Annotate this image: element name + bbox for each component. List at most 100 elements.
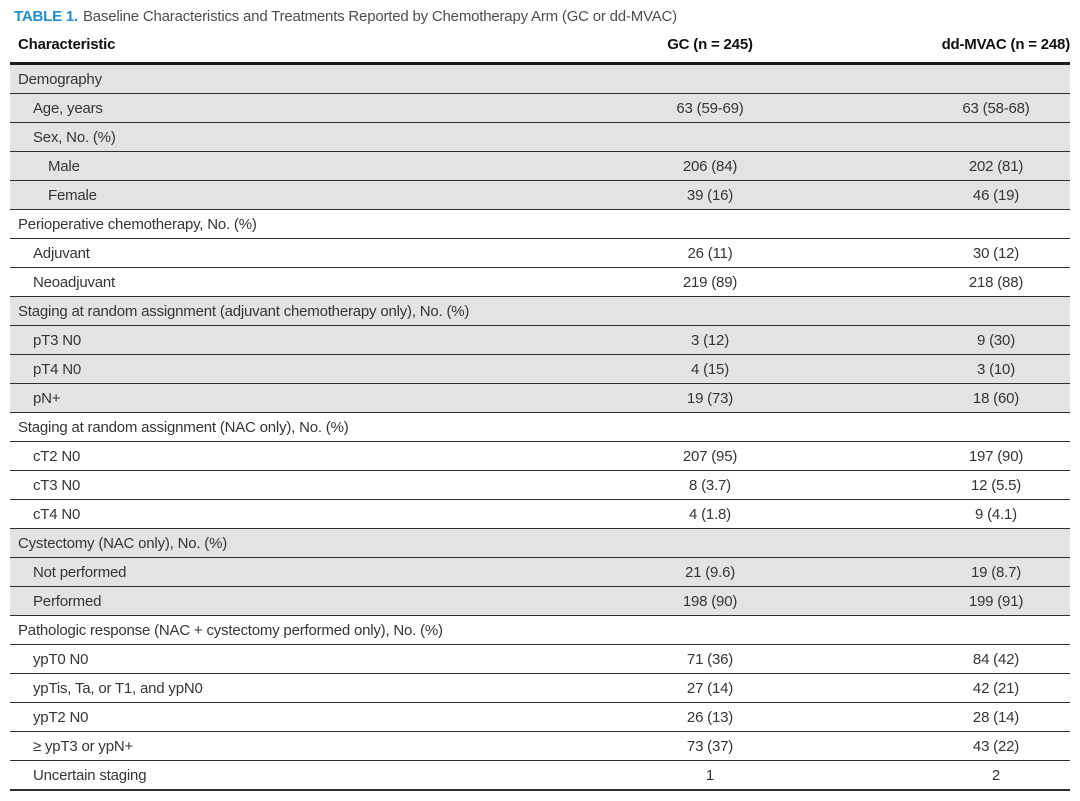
table-1-panel: TABLE 1. Baseline Characteristics and Tre… <box>10 0 1070 791</box>
table-row: cT4 N0 4 (1.8) 9 (4.1) <box>10 499 1070 529</box>
gc-value-cell: 21 (9.6) <box>570 557 850 587</box>
dd-mvac-value-cell: 28 (14) <box>850 702 1070 732</box>
gc-value-cell: 207 (95) <box>570 441 850 471</box>
characteristic-cell: Staging at random assignment (NAC only),… <box>10 412 570 442</box>
characteristic-cell: pN+ <box>10 383 570 413</box>
gc-value-cell: 8 (3.7) <box>570 470 850 500</box>
gc-value-cell: 19 (73) <box>570 383 850 413</box>
characteristic-cell: Not performed <box>10 557 570 587</box>
table-row: Performed 198 (90) 199 (91) <box>10 586 1070 616</box>
table-row: Male 206 (84) 202 (81) <box>10 151 1070 181</box>
characteristic-cell: cT4 N0 <box>10 499 570 529</box>
table-row: Age, years 63 (59-69) 63 (58-68) <box>10 93 1070 123</box>
characteristic-cell: ≥ ypT3 or ypN+ <box>10 731 570 761</box>
characteristic-cell: ypTis, Ta, or T1, and ypN0 <box>10 673 570 703</box>
gc-value-cell: 198 (90) <box>570 586 850 616</box>
dd-mvac-value-cell: 218 (88) <box>850 267 1070 297</box>
characteristic-cell: Performed <box>10 586 570 616</box>
characteristic-cell: Cystectomy (NAC only), No. (%) <box>10 528 570 558</box>
gc-value-cell: 73 (37) <box>570 731 850 761</box>
table-row: Cystectomy (NAC only), No. (%) <box>10 528 1070 558</box>
table-title: TABLE 1. Baseline Characteristics and Tre… <box>10 5 1070 34</box>
gc-value-cell: 206 (84) <box>570 151 850 181</box>
dd-mvac-value-cell: 202 (81) <box>850 151 1070 181</box>
table-row: ypT0 N0 71 (36) 84 (42) <box>10 644 1070 674</box>
characteristic-cell: Adjuvant <box>10 238 570 268</box>
characteristic-cell: cT2 N0 <box>10 441 570 471</box>
gc-value-cell: 26 (11) <box>570 238 850 268</box>
gc-value-cell: 39 (16) <box>570 180 850 210</box>
gc-value-cell <box>570 528 850 558</box>
table-row: Pathologic response (NAC + cystectomy pe… <box>10 615 1070 645</box>
table-number-label: TABLE 1. <box>14 8 78 25</box>
gc-value-cell <box>570 122 850 152</box>
table-row: cT3 N0 8 (3.7) 12 (5.5) <box>10 470 1070 500</box>
dd-mvac-value-cell: 63 (58-68) <box>850 93 1070 123</box>
characteristic-cell: pT3 N0 <box>10 325 570 355</box>
gc-value-cell <box>570 296 850 326</box>
gc-value-cell: 27 (14) <box>570 673 850 703</box>
characteristic-cell: pT4 N0 <box>10 354 570 384</box>
table-row: Female 39 (16) 46 (19) <box>10 180 1070 210</box>
dd-mvac-value-cell <box>850 412 1070 442</box>
gc-value-cell <box>570 209 850 239</box>
dd-mvac-value-cell: 46 (19) <box>850 180 1070 210</box>
table-row: ypTis, Ta, or T1, and ypN0 27 (14) 42 (21) <box>10 673 1070 703</box>
table-row: Not performed 21 (9.6) 19 (8.7) <box>10 557 1070 587</box>
dd-mvac-value-cell: 3 (10) <box>850 354 1070 384</box>
baseline-characteristics-table: Characteristic GC (n = 245) dd-MVAC (n =… <box>10 34 1070 791</box>
gc-value-cell: 4 (1.8) <box>570 499 850 529</box>
dd-mvac-value-cell: 42 (21) <box>850 673 1070 703</box>
table-body: Demography Age, years 63 (59-69) 63 (58-68)… <box>10 63 1070 791</box>
dd-mvac-value-cell <box>850 528 1070 558</box>
table-row: Uncertain staging 1 2 <box>10 760 1070 791</box>
characteristic-cell: ypT0 N0 <box>10 644 570 674</box>
dd-mvac-value-cell: 43 (22) <box>850 731 1070 761</box>
table-row: pN+ 19 (73) 18 (60) <box>10 383 1070 413</box>
gc-value-cell <box>570 412 850 442</box>
table-row: Adjuvant 26 (11) 30 (12) <box>10 238 1070 268</box>
table-row: Neoadjuvant 219 (89) 218 (88) <box>10 267 1070 297</box>
characteristic-cell: Perioperative chemotherapy, No. (%) <box>10 209 570 239</box>
dd-mvac-value-cell: 9 (30) <box>850 325 1070 355</box>
characteristic-cell: Age, years <box>10 93 570 123</box>
dd-mvac-value-cell: 30 (12) <box>850 238 1070 268</box>
gc-value-cell: 26 (13) <box>570 702 850 732</box>
table-row: pT4 N0 4 (15) 3 (10) <box>10 354 1070 384</box>
characteristic-cell: Demography <box>10 63 570 94</box>
gc-value-cell <box>570 615 850 645</box>
gc-value-cell: 1 <box>570 760 850 791</box>
characteristic-cell: Neoadjuvant <box>10 267 570 297</box>
dd-mvac-value-cell: 2 <box>850 760 1070 791</box>
characteristic-cell: Female <box>10 180 570 210</box>
dd-mvac-value-cell: 12 (5.5) <box>850 470 1070 500</box>
column-header-gc: GC (n = 245) <box>570 34 850 65</box>
dd-mvac-value-cell <box>850 63 1070 94</box>
characteristic-cell: Male <box>10 151 570 181</box>
table-row: cT2 N0 207 (95) 197 (90) <box>10 441 1070 471</box>
dd-mvac-value-cell <box>850 209 1070 239</box>
dd-mvac-value-cell: 19 (8.7) <box>850 557 1070 587</box>
table-header: Characteristic GC (n = 245) dd-MVAC (n =… <box>10 34 1070 65</box>
characteristic-cell: Staging at random assignment (adjuvant c… <box>10 296 570 326</box>
dd-mvac-value-cell: 199 (91) <box>850 586 1070 616</box>
characteristic-cell: Pathologic response (NAC + cystectomy pe… <box>10 615 570 645</box>
gc-value-cell: 63 (59-69) <box>570 93 850 123</box>
dd-mvac-value-cell: 18 (60) <box>850 383 1070 413</box>
table-row: Perioperative chemotherapy, No. (%) <box>10 209 1070 239</box>
gc-value-cell <box>570 63 850 94</box>
dd-mvac-value-cell <box>850 122 1070 152</box>
column-header-characteristic: Characteristic <box>10 34 570 65</box>
characteristic-cell: Sex, No. (%) <box>10 122 570 152</box>
table-row: Staging at random assignment (adjuvant c… <box>10 296 1070 326</box>
header-row: Characteristic GC (n = 245) dd-MVAC (n =… <box>10 34 1070 65</box>
table-row: ypT2 N0 26 (13) 28 (14) <box>10 702 1070 732</box>
column-header-dd-mvac: dd-MVAC (n = 248) <box>850 34 1070 65</box>
dd-mvac-value-cell: 9 (4.1) <box>850 499 1070 529</box>
table-row: Demography <box>10 63 1070 94</box>
characteristic-cell: cT3 N0 <box>10 470 570 500</box>
characteristic-cell: ypT2 N0 <box>10 702 570 732</box>
characteristic-cell: Uncertain staging <box>10 760 570 791</box>
gc-value-cell: 4 (15) <box>570 354 850 384</box>
dd-mvac-value-cell <box>850 615 1070 645</box>
